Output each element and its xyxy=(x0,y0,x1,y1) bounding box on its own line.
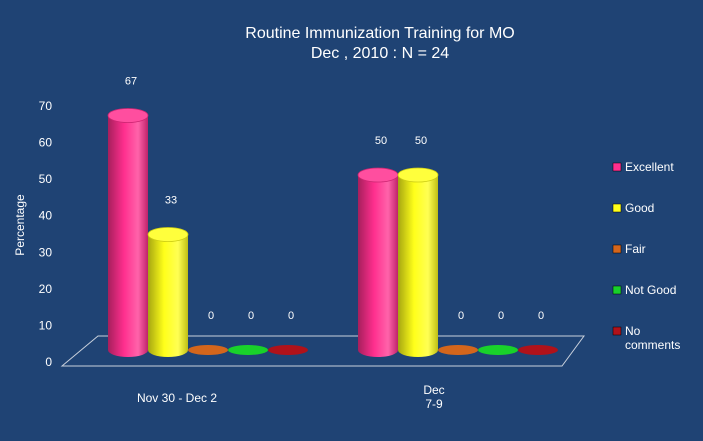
data-label: 0 xyxy=(248,310,254,322)
chart-title-line: Routine Immunization Training for MO xyxy=(245,25,514,42)
legend-swatch xyxy=(612,285,622,295)
bar-disc xyxy=(188,345,228,355)
y-axis: 0 10 20 30 40 50 60 70 Percentage xyxy=(13,99,52,369)
legend-label: No xyxy=(625,324,641,338)
bar-fair-1 xyxy=(188,345,228,355)
bar-excellent-2 xyxy=(357,167,399,357)
y-tick-label: 40 xyxy=(39,209,53,223)
category-label: Nov 30 - Dec 2 xyxy=(137,391,217,405)
bar-top xyxy=(357,167,399,183)
y-tick-label: 70 xyxy=(39,99,53,113)
category-label: 7-9 xyxy=(425,397,443,411)
y-tick-label: 50 xyxy=(39,172,53,186)
data-label: 50 xyxy=(375,135,387,147)
legend-item-not-good: Not Good xyxy=(612,283,676,297)
legend-label: comments xyxy=(625,338,680,352)
category-label: Dec xyxy=(423,383,444,397)
y-tick-label: 30 xyxy=(39,245,53,259)
data-label: 0 xyxy=(208,310,214,322)
bar-disc xyxy=(228,345,268,355)
data-label: 0 xyxy=(498,310,504,322)
data-label: 50 xyxy=(415,135,427,147)
legend-label: Good xyxy=(625,201,654,215)
data-label: 33 xyxy=(165,195,177,207)
chart-floor xyxy=(60,335,585,367)
legend-swatch xyxy=(612,326,622,336)
legend-swatch xyxy=(612,244,622,254)
bar-no-comments-2 xyxy=(518,345,558,355)
bar-body xyxy=(108,115,148,357)
bar-disc xyxy=(478,345,518,355)
data-label: 0 xyxy=(288,310,294,322)
bar-not-good-2 xyxy=(478,345,518,355)
bar-disc xyxy=(438,345,478,355)
legend-item-fair: Fair xyxy=(612,242,646,256)
bar-no-comments-1 xyxy=(268,345,308,355)
chart-title-line: Dec , 2010 : N = 24 xyxy=(311,45,449,62)
chart-title: Routine Immunization Training for MO Dec … xyxy=(245,25,514,62)
y-tick-label: 60 xyxy=(39,136,53,150)
legend-item-good: Good xyxy=(612,201,654,215)
data-labels: 67 33 0 0 0 50 50 0 0 0 xyxy=(125,76,544,323)
data-label: 67 xyxy=(125,76,137,88)
legend-item-excellent: Excellent xyxy=(612,160,674,174)
legend-swatch xyxy=(612,162,622,172)
bar-body xyxy=(398,175,438,357)
bar-not-good-1 xyxy=(228,345,268,355)
bar-good-1 xyxy=(147,227,189,357)
bar-top xyxy=(107,108,149,123)
legend-label: Not Good xyxy=(625,283,676,297)
bar-body xyxy=(148,234,188,357)
bar-fair-2 xyxy=(438,345,478,355)
legend-swatch xyxy=(612,203,622,213)
bar-good-2 xyxy=(397,167,439,357)
y-tick-label: 20 xyxy=(39,282,53,296)
y-axis-label: Percentage xyxy=(13,194,27,256)
floor-plane xyxy=(60,335,585,367)
bar-top xyxy=(397,167,439,183)
y-tick-label: 10 xyxy=(39,318,53,332)
bar-top xyxy=(147,227,189,242)
bar-disc xyxy=(268,345,308,355)
legend-label: Excellent xyxy=(625,160,674,174)
bar-excellent-1 xyxy=(107,108,149,357)
data-label: 0 xyxy=(538,310,544,322)
bar-disc xyxy=(518,345,558,355)
bar-body xyxy=(358,175,398,357)
bars xyxy=(107,108,558,357)
data-label: 0 xyxy=(458,310,464,322)
y-tick-label: 0 xyxy=(45,355,52,369)
legend-label: Fair xyxy=(625,242,646,256)
